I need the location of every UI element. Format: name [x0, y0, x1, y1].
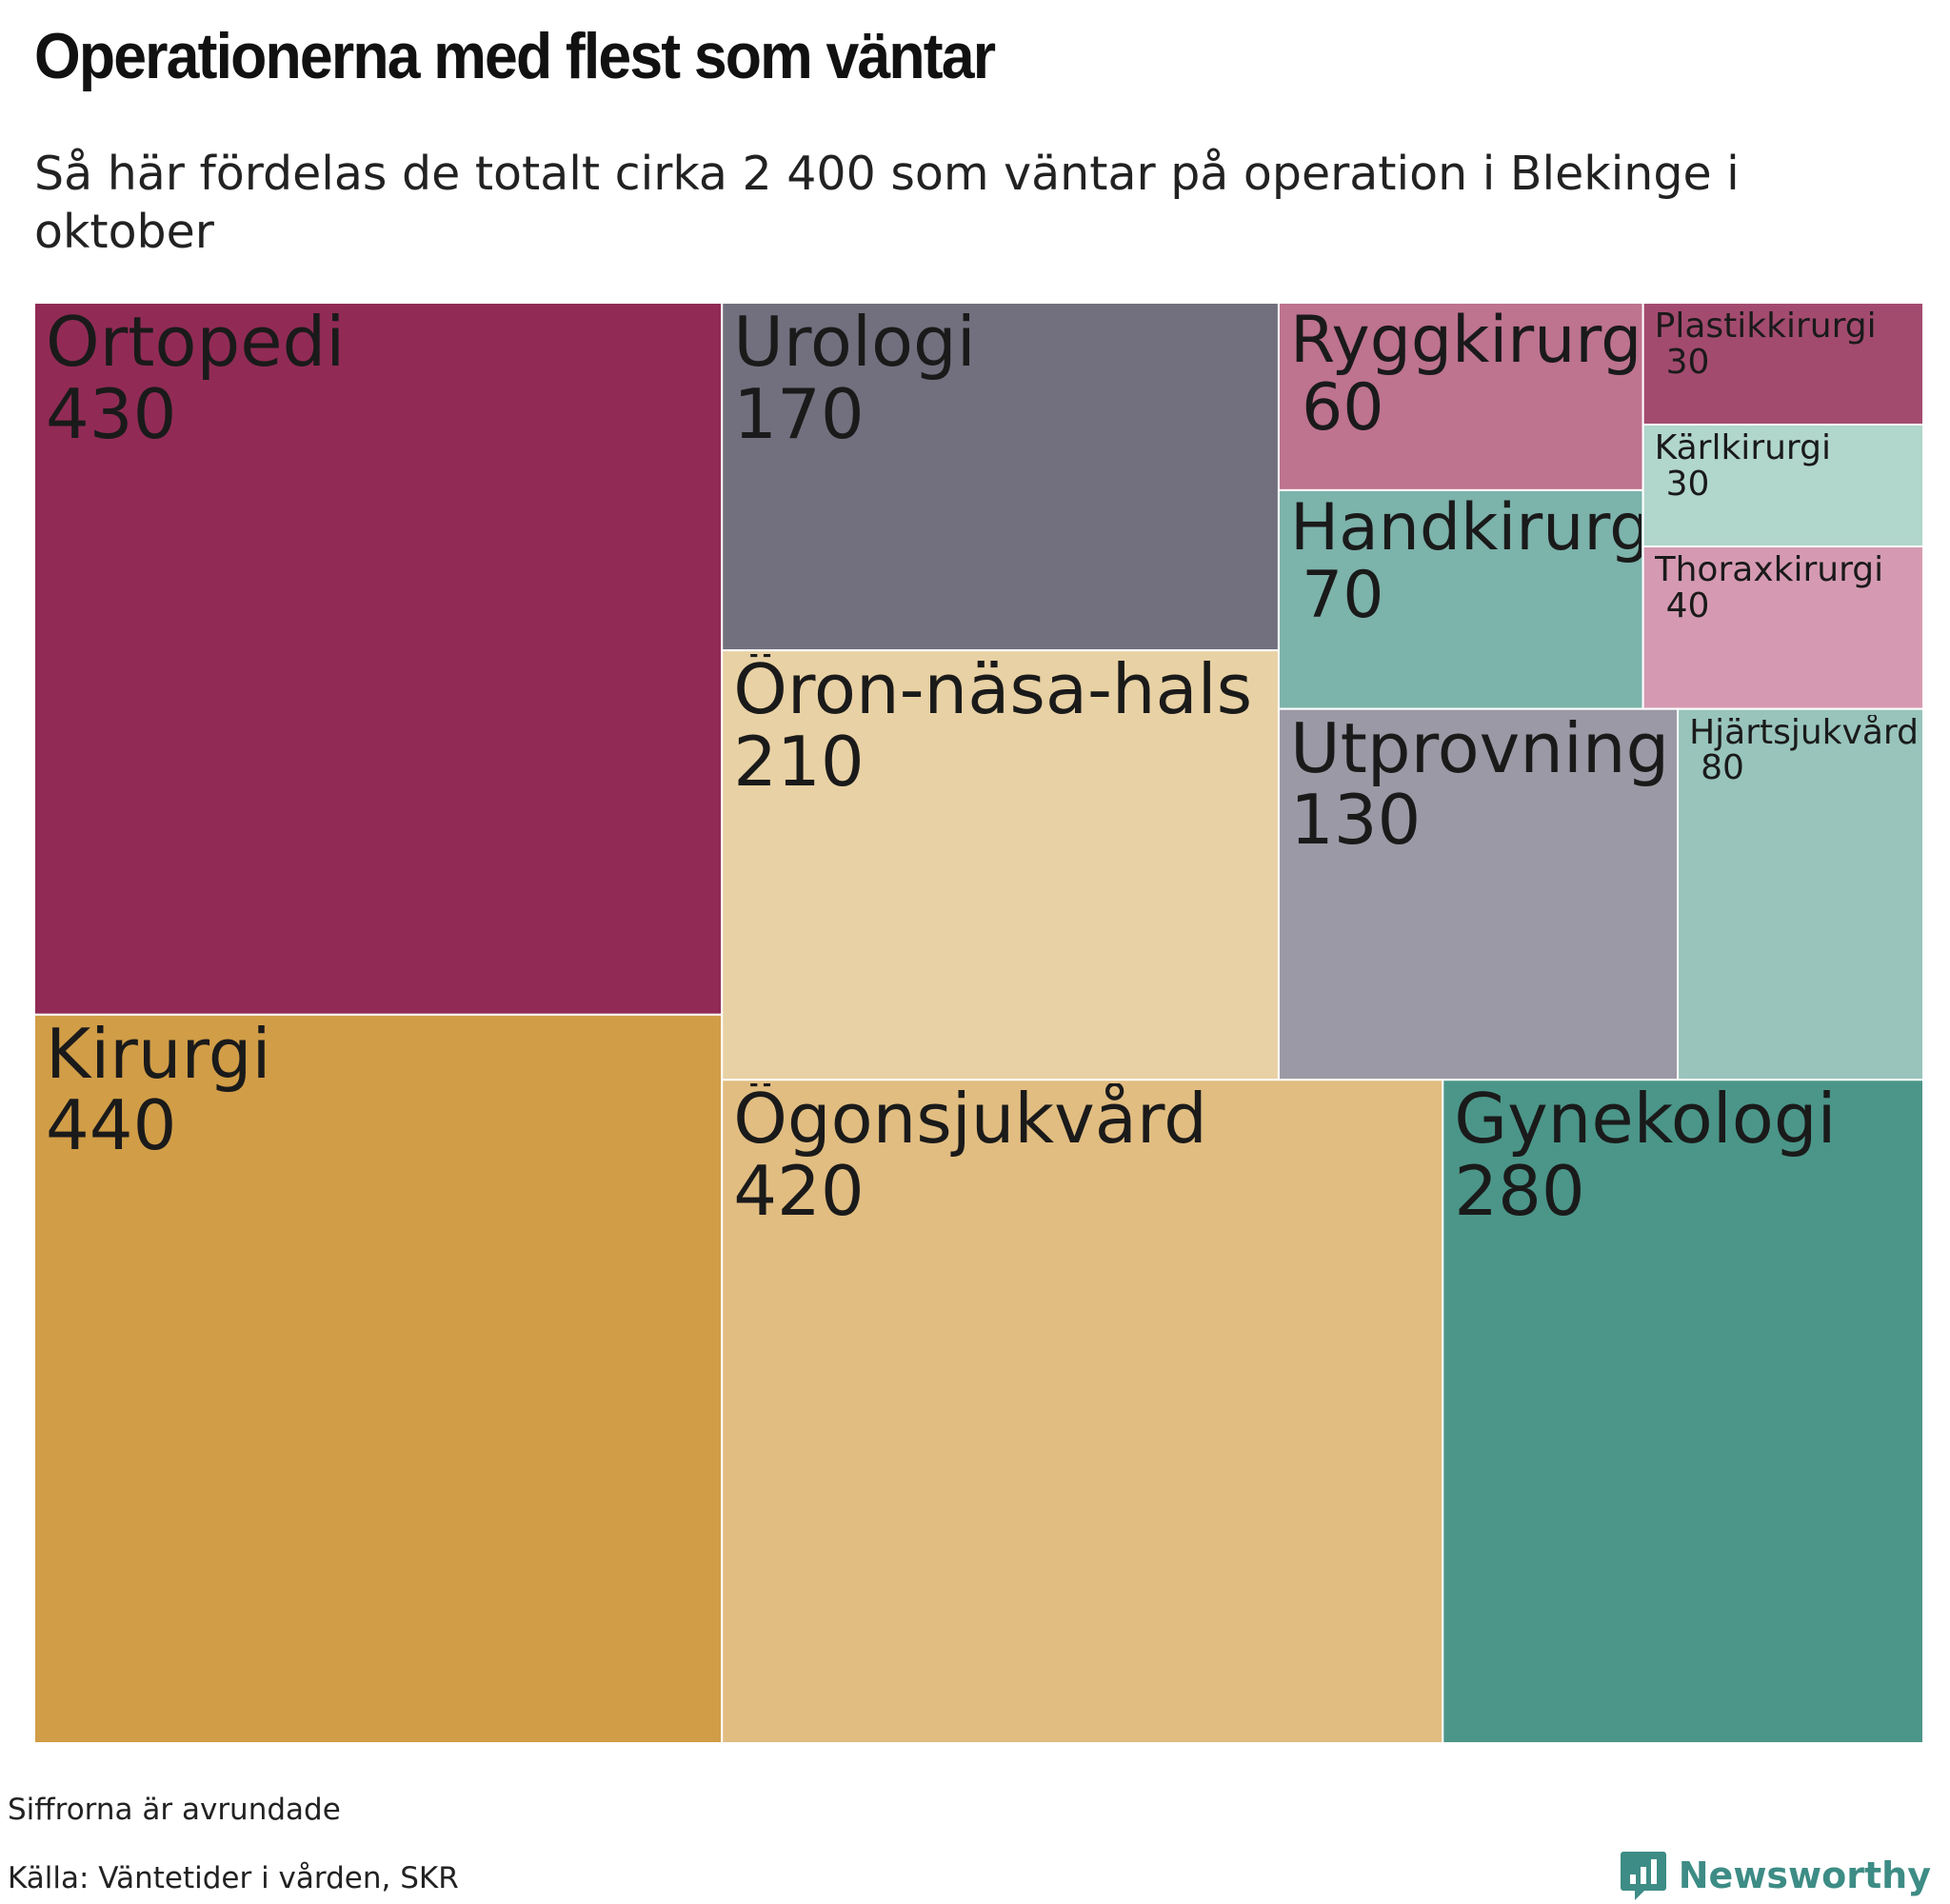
tile-value: 430 [46, 373, 177, 451]
tile-value: 170 [733, 373, 865, 451]
tile-name: Ryggkirurgi [1289, 307, 1642, 378]
tile-name: Kärlkirurgi [1654, 429, 1831, 467]
tile-label-oron-nasa-hals: Öron-näsa-hals 210 [733, 654, 1252, 798]
tile-name: Plastikkirurgi [1654, 308, 1877, 346]
tile-value: 30 [1665, 464, 1710, 503]
tile-label-gynekologi: Gynekologi 280 [1454, 1083, 1836, 1227]
tile-name: Thoraxkirurgi [1654, 551, 1884, 589]
tile-value: 210 [733, 721, 865, 799]
brand-logo[interactable]: Newsworthy [1620, 1849, 1931, 1902]
tile-value: 130 [1289, 780, 1422, 857]
brand-name: Newsworthy [1678, 1854, 1931, 1896]
tile-name: Utprovning av hörapparat [1289, 712, 1676, 788]
tile-label-ryggkirurgi: Ryggkirurgi 60 [1290, 307, 1642, 443]
tile-name: Ögonsjukvård [733, 1083, 1207, 1160]
tile-label-ogonsjukvard: Ögonsjukvård 420 [733, 1083, 1207, 1227]
tile-name: Ortopedi [46, 307, 346, 382]
tile-label-kirurgi: Kirurgi 440 [46, 1019, 271, 1162]
tile-label-hjartsjukvard: Hjärtsjukvård 80 [1689, 715, 1919, 787]
chart-subtitle: Så här fördelas de totalt cirka 2 400 so… [34, 147, 1740, 259]
tile-label-plastikkirurgi: Plastikkirurgi 30 [1655, 308, 1877, 381]
tile-value: 40 [1665, 585, 1710, 625]
tile-label-handkirurgi: Handkirurgi 70 [1290, 494, 1642, 630]
tile-value: 60 [1301, 370, 1384, 443]
tile-value: 440 [46, 1085, 177, 1162]
tile-name: Handkirurgi [1289, 493, 1642, 565]
tile-value: 420 [733, 1150, 865, 1228]
tile-label-ortopedi: Ortopedi 430 [46, 307, 345, 450]
tile-value: 30 [1665, 342, 1710, 381]
tile-name: Gynekologi [1454, 1083, 1837, 1160]
source-note: Källa: Väntetider i vården, SKR [8, 1861, 459, 1895]
tile-name: Urologi [733, 307, 976, 382]
footnote: Siffrorna är avrundade [8, 1793, 341, 1827]
tile-name: Kirurgi [46, 1018, 271, 1094]
tile-label-karlkirurgi: Kärlkirurgi 30 [1655, 430, 1831, 503]
tile-label-urologi: Urologi 170 [733, 307, 976, 450]
tile-label-thoraxkirurgi: Thoraxkirurgi 40 [1655, 552, 1884, 625]
tile-value: 70 [1301, 558, 1384, 630]
newsworthy-logo-icon [1620, 1852, 1666, 1900]
tile-value: 80 [1701, 748, 1744, 787]
tile-label-utprovning-av-horapparat: Utprovning av hörapparat130 [1290, 713, 1676, 857]
tile-name: Hjärtsjukvård [1689, 714, 1919, 752]
tile-value: 280 [1454, 1150, 1585, 1228]
chart-title: Operationerna med flest som väntar [34, 20, 996, 92]
tile-name: Öron-näsa-hals [733, 654, 1253, 730]
